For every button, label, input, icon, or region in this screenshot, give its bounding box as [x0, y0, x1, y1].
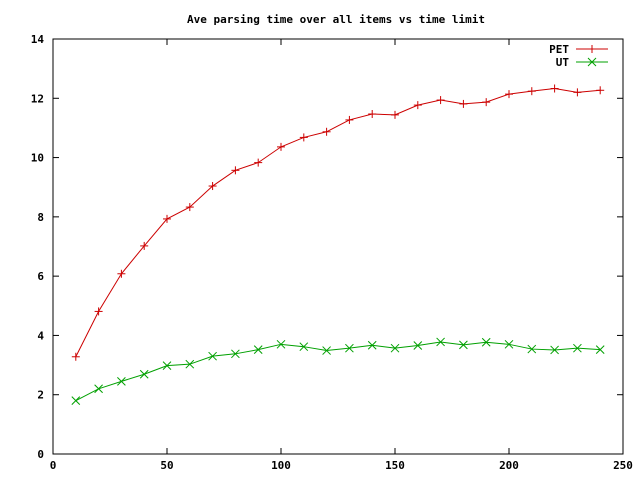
data-point-ut	[436, 337, 445, 347]
y-tick-label: 10	[31, 152, 44, 165]
x-tick-label: 200	[499, 459, 519, 472]
data-point-ut	[550, 345, 559, 355]
data-point-ut	[367, 340, 377, 350]
data-point-ut	[94, 384, 103, 394]
plot-frame	[52, 38, 624, 455]
series-ut	[71, 337, 605, 405]
legend-marker-pet	[588, 45, 596, 53]
data-point-ut	[595, 345, 605, 355]
y-tick-label: 2	[37, 389, 44, 402]
data-point-ut	[390, 343, 400, 353]
data-point-ut	[481, 337, 491, 347]
data-point-pet	[459, 99, 468, 108]
data-point-ut	[253, 345, 263, 355]
data-point-pet	[345, 115, 354, 124]
data-point-pet	[208, 182, 217, 191]
axes: 0 50 100 150 200 250 0 2 4 6 8 10 12 14	[31, 33, 633, 472]
data-point-pet	[231, 166, 240, 175]
data-point-ut	[162, 361, 172, 371]
data-point-pet	[505, 90, 513, 99]
data-point-pet	[140, 241, 149, 250]
x-tick-label: 250	[613, 459, 633, 472]
data-point-ut	[276, 339, 286, 349]
data-point-ut	[208, 351, 217, 361]
data-point-ut	[185, 359, 195, 369]
legend-label-pet: PET	[549, 43, 569, 56]
series-line-pet	[75, 87, 601, 357]
y-tick-label: 12	[31, 92, 44, 105]
data-point-ut	[527, 344, 537, 354]
x-tick-label: 50	[160, 459, 173, 472]
data-point-pet	[413, 101, 422, 110]
data-point-ut	[413, 341, 423, 350]
data-point-pet	[436, 96, 445, 105]
y-tick-label: 0	[37, 448, 44, 461]
data-point-ut	[322, 346, 331, 355]
data-point-ut	[345, 343, 354, 353]
data-point-pet	[71, 352, 80, 361]
chart-title: Ave parsing time over all items vs time …	[187, 13, 485, 26]
x-tick-label: 150	[385, 459, 405, 472]
series-layer	[71, 84, 605, 405]
data-point-pet	[482, 98, 491, 107]
data-point-pet	[391, 110, 399, 119]
data-point-ut	[139, 369, 149, 379]
data-point-pet	[277, 142, 285, 151]
data-point-pet	[254, 158, 263, 167]
y-tick-label: 6	[37, 270, 44, 283]
series-pet	[71, 84, 605, 361]
data-point-pet	[527, 87, 536, 96]
data-point-ut	[299, 342, 309, 352]
data-point-ut	[459, 340, 468, 350]
data-point-pet	[299, 133, 308, 142]
x-tick-label: 0	[50, 459, 57, 472]
data-point-pet	[573, 88, 582, 97]
data-point-ut	[117, 377, 126, 386]
legend-marker-ut	[587, 57, 597, 67]
x-tick-label: 100	[271, 459, 291, 472]
data-point-pet	[550, 84, 559, 93]
data-point-ut	[573, 343, 582, 353]
data-point-pet	[163, 214, 171, 223]
y-tick-label: 8	[37, 211, 44, 224]
data-point-pet	[117, 269, 126, 278]
data-point-pet	[368, 109, 377, 118]
data-point-pet	[185, 203, 194, 212]
data-point-pet	[322, 127, 331, 136]
series-line-ut	[75, 341, 601, 402]
data-point-ut	[71, 396, 81, 405]
data-point-ut	[504, 339, 514, 349]
data-point-pet	[596, 86, 605, 95]
y-tick-label: 14	[31, 33, 45, 46]
data-point-ut	[231, 349, 240, 359]
y-tick-label: 4	[37, 329, 44, 342]
legend-label-ut: UT	[556, 56, 570, 69]
data-point-pet	[94, 307, 103, 316]
